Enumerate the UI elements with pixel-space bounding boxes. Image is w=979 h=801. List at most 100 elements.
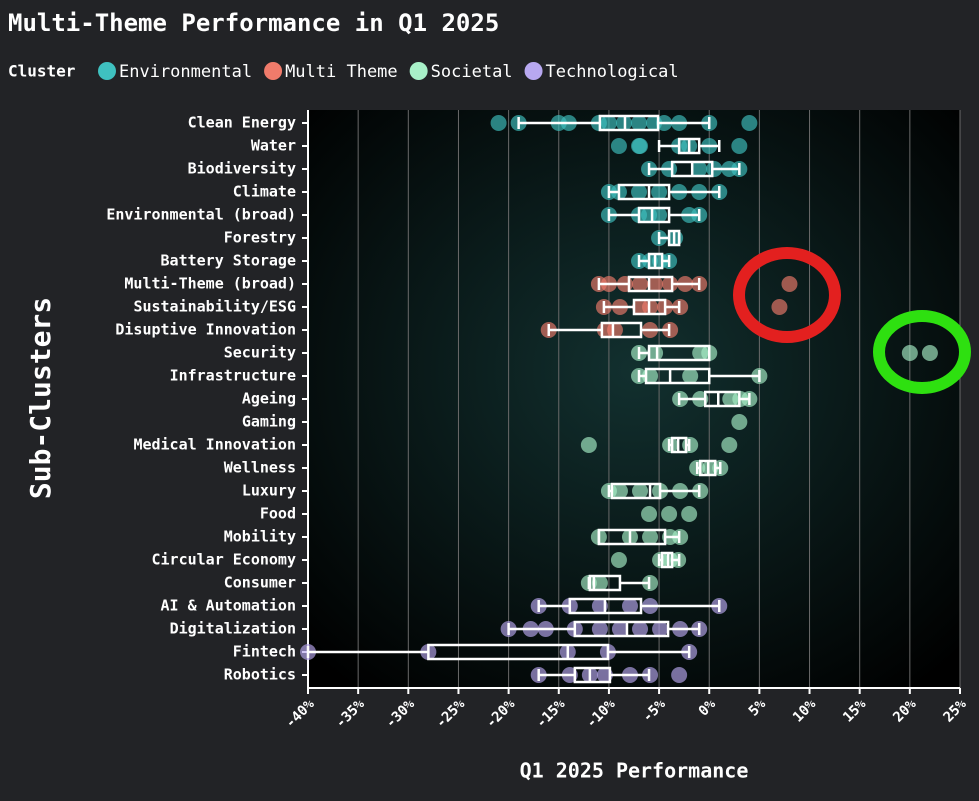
y-tick-label: Consumer [224, 574, 296, 592]
x-axis-label: Q1 2025 Performance [520, 759, 749, 783]
data-point [631, 115, 648, 131]
box [637, 206, 671, 224]
y-tick-label: Security [224, 344, 296, 362]
plot-area [308, 110, 960, 688]
x-tick-label: -40% [283, 696, 319, 732]
data-point [610, 138, 627, 154]
legend-swatch [264, 62, 283, 80]
y-tick-label: Multi-Theme (broad) [124, 275, 296, 293]
y-tick-label: Digitalization [170, 620, 296, 638]
box [597, 528, 667, 546]
y-tick-label: Gaming [242, 413, 296, 431]
data-point [606, 322, 623, 338]
box [627, 275, 674, 293]
x-tick-label: 10% [790, 696, 820, 726]
y-tick-label: Disuptive Innovation [115, 321, 296, 339]
y-tick-label: Battery Storage [161, 252, 296, 270]
y-tick-label: Environmental (broad) [106, 206, 296, 224]
y-tick-label: Wellness [224, 459, 296, 477]
y-tick-label: Biodiversity [188, 160, 296, 178]
legend-label: Environmental [119, 62, 252, 82]
data-point [490, 115, 507, 131]
legend-label: Multi Theme [285, 62, 398, 82]
data-point [662, 276, 679, 292]
legend-swatch [524, 62, 543, 80]
box [573, 620, 670, 638]
data-point [741, 115, 758, 131]
data-point [591, 621, 608, 637]
data-point [591, 575, 608, 591]
y-tick-label: AI & Automation [161, 597, 296, 615]
data-point [611, 621, 628, 637]
x-tick-label: 0% [696, 696, 720, 720]
data-point [781, 276, 798, 292]
data-point [632, 483, 649, 499]
x-tick-label: 15% [840, 696, 870, 726]
data-point [642, 529, 659, 545]
y-tick-label: Climate [233, 183, 296, 201]
chart-title: Multi-Theme Performance in Q1 2025 [8, 9, 499, 37]
x-tick-label: -30% [383, 696, 419, 732]
data-point [682, 368, 699, 384]
data-point [647, 345, 664, 361]
data-point [600, 115, 617, 131]
data-point [580, 437, 597, 453]
y-tick-label: Luxury [242, 482, 296, 500]
data-point [661, 506, 678, 522]
x-tick-label: -10% [583, 696, 619, 732]
y-axis-label: Sub-Clusters [24, 297, 57, 499]
y-tick-label: Fintech [233, 643, 296, 661]
box [573, 666, 612, 684]
legend-swatch [98, 62, 116, 80]
highlight-circle [873, 310, 971, 394]
x-tick-label: 20% [890, 696, 920, 726]
x-tick-label: -35% [333, 696, 369, 732]
data-point [647, 276, 664, 292]
x-tick-label: -20% [483, 696, 519, 732]
legend-title: Cluster [8, 62, 75, 81]
box [427, 643, 610, 661]
y-tick-label: Sustainability/ESG [133, 298, 296, 316]
data-point [681, 506, 698, 522]
box [644, 367, 711, 385]
x-tick-label: -25% [433, 696, 469, 732]
x-tick-label: 5% [746, 696, 770, 720]
data-point [901, 345, 918, 361]
legend-label: Technological [546, 62, 679, 82]
data-point [632, 276, 649, 292]
y-tick-label: Medical Innovation [133, 436, 296, 454]
legend-label: Societal [431, 62, 513, 82]
y-tick-label: Ageing [242, 390, 296, 408]
data-point [691, 161, 708, 177]
data-point [731, 414, 748, 430]
data-point [651, 184, 668, 200]
legend-swatch [409, 62, 428, 80]
data-point [631, 184, 648, 200]
data-point [652, 621, 669, 637]
data-point [632, 621, 649, 637]
box [588, 574, 622, 592]
box [703, 390, 741, 408]
x-tick-label: 25% [940, 696, 970, 726]
highlight-circle [733, 247, 841, 343]
y-tick-label: Robotics [224, 666, 296, 684]
data-point [632, 138, 649, 154]
box [598, 114, 660, 132]
data-point [610, 552, 627, 568]
x-tick-label: -15% [533, 696, 569, 732]
data-point [641, 506, 658, 522]
data-point [731, 138, 748, 154]
box [647, 344, 711, 362]
data-point [721, 437, 738, 453]
data-point [671, 667, 688, 683]
data-point [611, 483, 628, 499]
data-point [921, 345, 938, 361]
y-tick-label: Circular Economy [152, 551, 297, 569]
box [600, 321, 643, 339]
y-tick-label: Food [260, 505, 296, 523]
y-tick-label: Water [251, 137, 296, 155]
x-tick-label: -5% [640, 696, 670, 726]
data-point [621, 598, 638, 614]
y-tick-label: Infrastructure [170, 367, 296, 385]
